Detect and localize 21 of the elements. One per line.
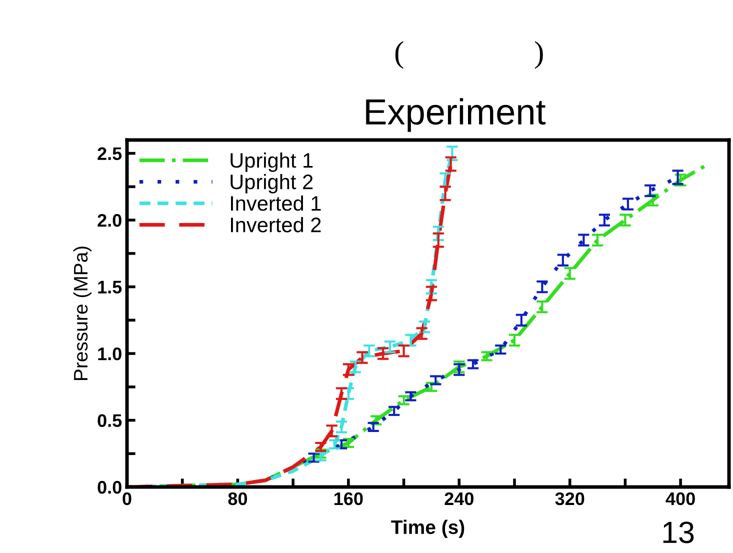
y-tick-label: 2.5 (98, 147, 122, 160)
text: ( ) (395, 41, 543, 69)
legend-label: Inverted 1 (231, 196, 321, 211)
x-tick-label: 80 (228, 492, 248, 506)
y-tick-label: 0.5 (98, 414, 122, 427)
legend-label: Upright 1 (230, 152, 313, 172)
x-tick-label: 240 (444, 492, 474, 506)
y-tick-label: 2.0 (98, 214, 122, 227)
text: 13 (663, 522, 694, 544)
y-axis-title: Pressure (MPa) (73, 246, 92, 380)
x-tick-label: 160 (334, 492, 363, 506)
legend-label: Upright 2 (230, 174, 313, 194)
chart-title: Experiment (366, 98, 546, 132)
y-tick-label: 1.5 (98, 280, 122, 294)
legend-label: Inverted 2 (231, 217, 321, 232)
x-axis-title: Time (s) (391, 520, 464, 538)
y-tick-label: 1.0 (98, 347, 122, 360)
y-tick-label: 0.0 (98, 480, 122, 494)
x-tick-label: 0 (122, 492, 132, 506)
x-tick-label: 320 (555, 492, 584, 506)
x-tick-label: 400 (666, 492, 695, 506)
